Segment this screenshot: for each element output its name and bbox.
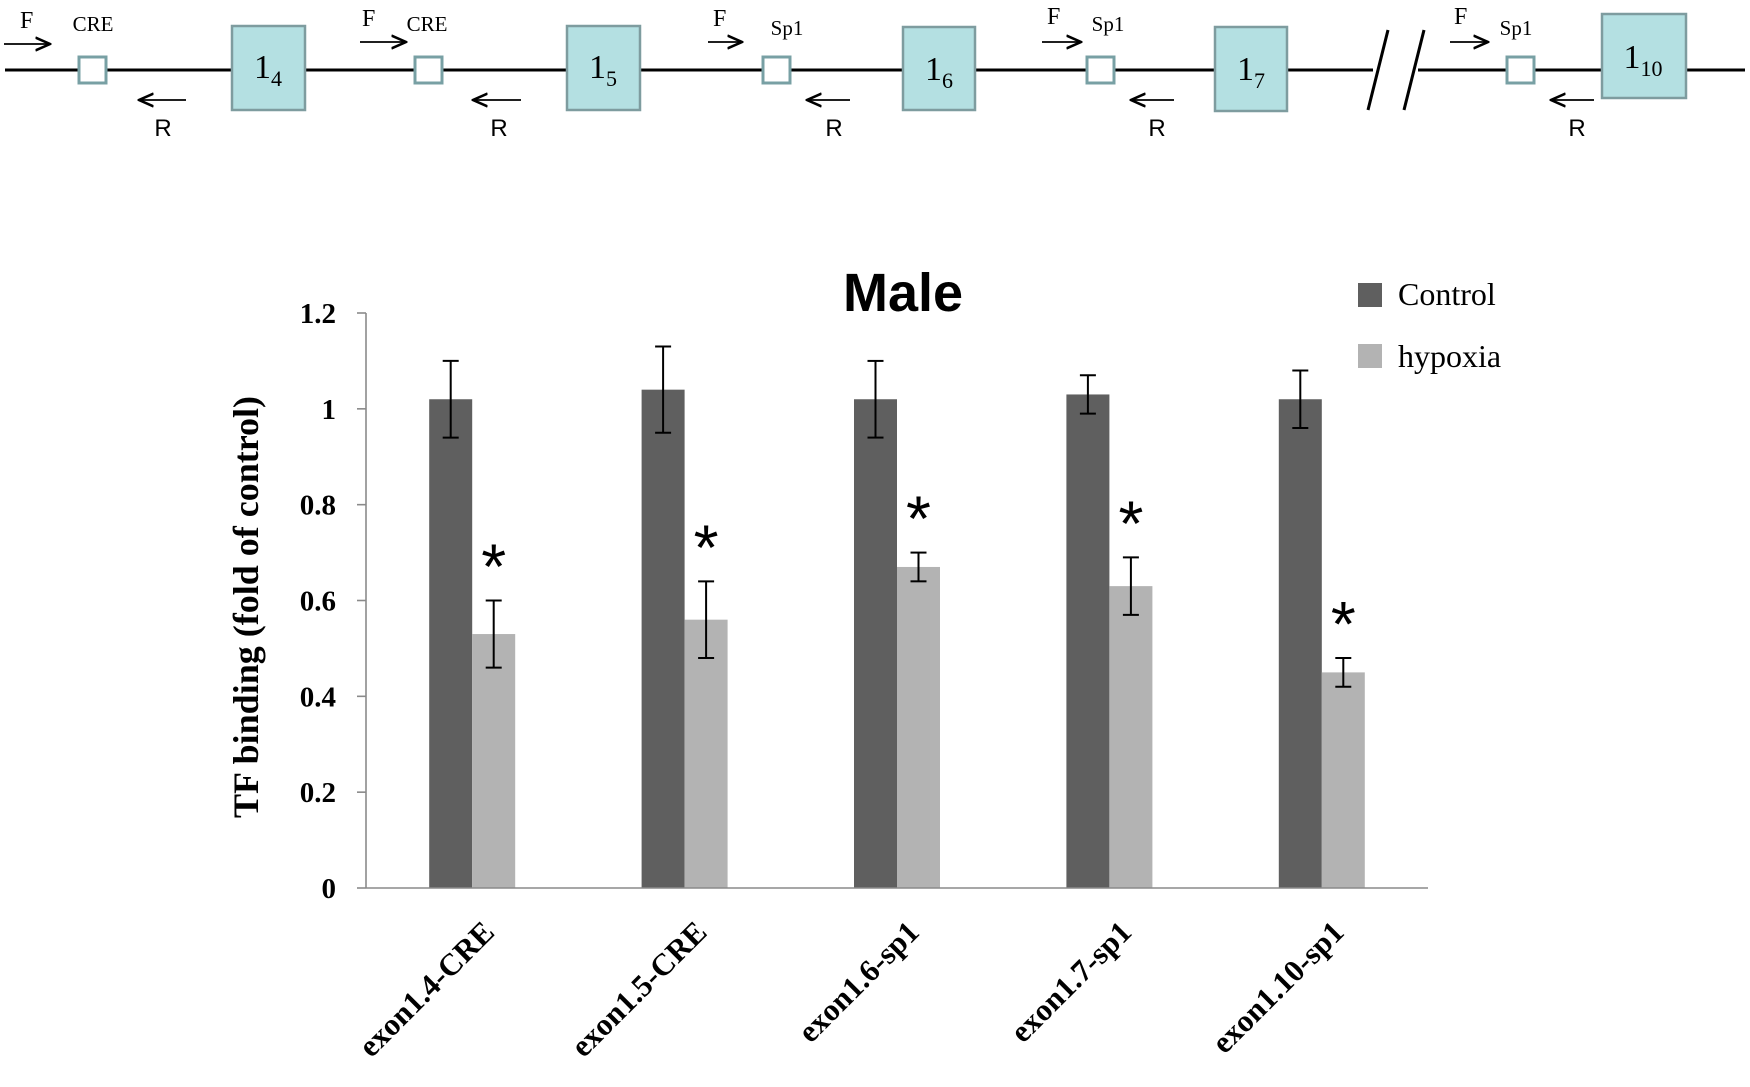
reverse-primer-label: R [490, 115, 507, 142]
binding-site-label: Sp1 [1092, 12, 1125, 36]
exon-box [565, 24, 642, 112]
binding-site-box [413, 55, 444, 85]
binding-site-box [1085, 55, 1116, 85]
exon-label: 17 [1237, 51, 1265, 93]
forward-primer-label: F [1047, 4, 1060, 30]
exon-box [1213, 25, 1289, 113]
diagram-unit-exon-1-4: F CRE R 14 [4, 8, 307, 142]
bar-hypoxia-1 [472, 634, 516, 888]
x-tick-label: exon1.7-sp1 [1003, 914, 1138, 1049]
significance-asterisk: * [694, 511, 719, 583]
exon-label: 16 [925, 51, 953, 93]
forward-primer-label: F [362, 6, 375, 32]
reverse-primer-label: R [154, 115, 171, 142]
bar-control-4 [1066, 394, 1110, 888]
binding-site-label: CRE [73, 12, 114, 36]
bar-hypoxia-4 [1109, 586, 1153, 888]
exon-label: 14 [254, 49, 282, 91]
exon-box [901, 25, 977, 112]
binding-site-label: Sp1 [1500, 16, 1533, 40]
break-mark-right [1402, 29, 1426, 111]
x-tick-label: exon1.10-sp1 [1205, 914, 1351, 1060]
y-tick-label: 0.8 [300, 490, 336, 522]
x-axis-labels: exon1.4-CRE exon1.5-CRE exon1.6-sp1 exon1.7… [351, 914, 1350, 1064]
diagram-unit-exon-1-7: F Sp1 R 17 [1042, 4, 1289, 142]
x-tick-label: exon1.6-sp1 [791, 914, 926, 1049]
exon-box [230, 24, 307, 112]
legend-label-control: Control [1398, 276, 1496, 312]
exon-label: 110 [1624, 39, 1663, 81]
y-tick-label: 0.2 [300, 777, 336, 809]
significance-asterisk: * [1331, 588, 1356, 660]
bar-control-1 [429, 399, 473, 888]
legend: Control hypoxia [1358, 276, 1501, 374]
significance-asterisk: * [1118, 487, 1143, 559]
bar-control-2 [641, 389, 685, 888]
legend-swatch-control [1358, 283, 1382, 307]
significance-asterisk: * [906, 483, 931, 555]
binding-site-label: Sp1 [771, 16, 804, 40]
y-tick-label: 0.6 [300, 586, 336, 618]
bar-hypoxia-2 [684, 619, 728, 888]
bar-control-3 [854, 399, 897, 888]
y-axis-label: TF binding (fold of control) [226, 396, 266, 818]
significance-markers: * * * * * [481, 483, 1356, 660]
binding-site-label: CRE [407, 12, 448, 36]
y-axis: 0 0.2 0.4 0.6 0.8 1 1.2 [300, 298, 366, 905]
significance-asterisk: * [481, 531, 506, 603]
reverse-primer-label: R [825, 115, 842, 142]
exon-box [1600, 12, 1688, 100]
x-tick-label: exon1.5-CRE [564, 914, 714, 1064]
bar-hypoxia-3 [897, 566, 940, 888]
chart-title: Male [843, 263, 963, 323]
legend-swatch-hypoxia [1358, 344, 1382, 368]
break-mark-left [1366, 29, 1390, 111]
y-tick-label: 0.4 [300, 681, 336, 713]
y-tick-label: 0 [322, 873, 337, 905]
forward-primer-label: F [20, 8, 33, 34]
y-tick-label: 1 [322, 394, 337, 426]
binding-site-box [77, 55, 108, 85]
legend-label-hypoxia: hypoxia [1398, 338, 1501, 374]
diagram-unit-exon-1-10: F Sp1 R 110 [1450, 4, 1688, 142]
x-tick-label: exon1.4-CRE [351, 914, 501, 1064]
bar-chart: Male TF binding (fold of control) Contro… [226, 263, 1501, 1064]
bars [429, 389, 1365, 888]
exon-label: 15 [589, 49, 617, 91]
diagram-unit-exon-1-5: F CRE R 15 [360, 6, 642, 142]
bar-hypoxia-5 [1321, 672, 1365, 888]
reverse-primer-label: R [1568, 115, 1585, 142]
error-bars [442, 345, 1352, 688]
forward-primer-label: F [1454, 4, 1467, 30]
binding-site-box [1505, 55, 1536, 85]
diagram-unit-exon-1-6: F Sp1 R 16 [708, 6, 977, 142]
y-tick-label: 1.2 [300, 298, 336, 330]
reverse-primer-label: R [1148, 115, 1165, 142]
binding-site-box [761, 55, 792, 85]
bar-control-5 [1278, 399, 1322, 888]
forward-primer-label: F [713, 6, 726, 32]
